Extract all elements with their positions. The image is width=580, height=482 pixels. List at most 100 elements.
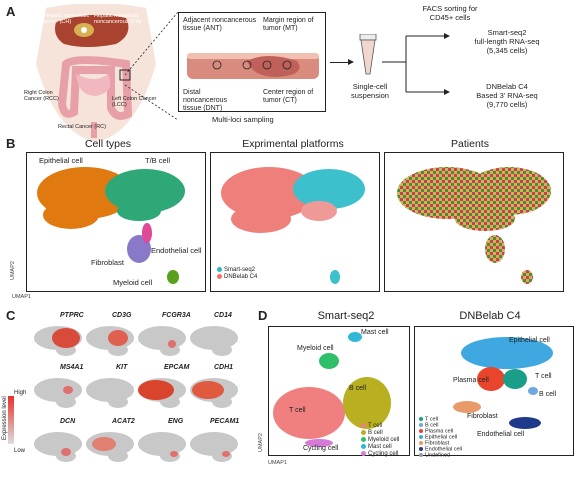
gene-label: FCGR3A — [162, 312, 191, 319]
smart-legend-item: B cell — [361, 430, 399, 437]
legend-dot — [361, 444, 366, 450]
body-label-ch: Hepatic metastatic tumor (CH) — [44, 13, 90, 25]
dnb-legend-item: Fibroblast — [419, 441, 462, 447]
panel-label-d: D — [258, 308, 268, 323]
legend-dot — [361, 451, 366, 457]
dnb-label-epithelial: Epithelial cell — [509, 337, 550, 344]
smart-desc: full-length RNA-seq — [474, 37, 540, 46]
dnb-label-b: B cell — [539, 391, 557, 398]
legend-dot — [419, 440, 423, 445]
smart-legend: T cell B cell Myeloid cell Mast cell Cyc… — [361, 423, 399, 458]
gene-umaps — [34, 326, 238, 462]
dnb-legend: T cell B cell Plasma cell Epithelial cel… — [419, 417, 462, 459]
gene-label: ACAT2 — [112, 418, 135, 425]
arrow-1 — [330, 62, 350, 63]
smart-legend-item: Mast cell — [361, 444, 399, 451]
d-umap1: UMAP1 — [268, 460, 287, 466]
expression-colorbar — [8, 396, 14, 444]
smart-legend-item: Myeloid cell — [361, 437, 399, 444]
dnb-legend-item: B cell — [419, 423, 462, 429]
smart-legend-item: Cycling cell — [361, 451, 399, 458]
dnb-legend-item: Plasma cell — [419, 429, 462, 435]
dnb-name: DNBelab C4 — [486, 82, 528, 91]
label-tb: T/B cell — [145, 156, 171, 165]
dnb-block: DNBelab C4 Based 3' RNA-seq (9,770 cells… — [452, 82, 562, 109]
b-title-platforms: Exprimental platforms — [242, 138, 344, 150]
b-title-cell-types: Cell types — [84, 138, 132, 150]
d-smart-box: Mast cell Myeloid cell T cell B cell Cyc… — [268, 326, 410, 458]
zoom-lines — [125, 11, 179, 121]
b-umap2: UMAP2 — [10, 261, 16, 280]
locus-ct: Center region of tumor (CT) — [263, 89, 314, 104]
umap-cell-types — [37, 167, 185, 284]
gene-label: CDH1 — [214, 364, 234, 371]
dnb-desc: Based 3' RNA-seq — [476, 91, 538, 100]
tube-icon — [359, 34, 377, 75]
panel-label-a: A — [6, 4, 16, 19]
dnb-legend-item: Endothelial cell — [419, 446, 462, 453]
gene-label: CD14 — [214, 312, 232, 319]
umap-smart — [273, 332, 391, 447]
umap-patients — [397, 167, 551, 284]
d-dnb-box: Epithelial cell Plasma cell T cell B cel… — [414, 326, 574, 459]
suspension-label: Single-cell suspension — [351, 82, 389, 100]
locus-mt: Margin region of tumor (MT) — [263, 17, 314, 32]
arrow-1-head — [348, 59, 354, 65]
legend-dot — [419, 428, 423, 433]
dnb-legend-item: T cell — [419, 417, 462, 423]
b-title-patients: Patients — [451, 138, 489, 150]
gene-label: DCN — [60, 418, 76, 425]
legend-dot — [419, 434, 423, 439]
locus-dnt: Distal noncancerous tissue (DNT) — [183, 89, 227, 112]
scale-low: Low — [14, 448, 26, 454]
label-epithelial: Epithelial cell — [39, 156, 83, 165]
legend-dot — [419, 452, 423, 457]
body-label-rc: Rectal Cancer (RC) — [58, 124, 106, 130]
label-fibroblast: Fibroblast — [91, 258, 124, 267]
label-myeloid: Myeloid cell — [113, 278, 153, 287]
smart-label-cycling: Cycling cell — [303, 445, 339, 452]
gene-label: KIT — [116, 364, 128, 371]
smart-label-t: T cell — [289, 407, 306, 414]
gene-label: PTPRC — [60, 312, 84, 319]
d-umap2: UMAP2 — [258, 433, 264, 452]
b-patients-box — [384, 152, 564, 292]
platform-legend-item: Smart-seq2 — [217, 267, 257, 274]
b-platforms-box: Smart-seq2 DNBelab C4 — [210, 152, 380, 292]
legend-dot — [217, 274, 222, 280]
locus-ant: Adjacent noncancerous tissue (ANT) — [183, 17, 257, 32]
dnb-label-t: T cell — [535, 373, 552, 380]
legend-dot — [361, 430, 366, 436]
scale-high: High — [14, 390, 27, 396]
platform-legend-item: DNBelab C4 — [217, 274, 257, 281]
gene-label: ENG — [168, 418, 184, 425]
facs-label: FACS sorting for CD45+ cells — [422, 4, 478, 22]
gene-label: MS4A1 — [60, 364, 84, 371]
umap-dnb — [453, 337, 553, 429]
legend-dot — [361, 423, 366, 428]
b-cell-types-box: Epithelial cell T/B cell Endothelial cel… — [26, 152, 206, 292]
legend-dot — [361, 437, 366, 443]
anatomy-illustration — [16, 3, 176, 144]
smart-label-b: B cell — [349, 385, 367, 392]
platform-legend: Smart-seq2 DNBelab C4 — [217, 267, 257, 281]
dnb-cells: (9,770 cells) — [486, 100, 528, 109]
gene-label: CD3G — [112, 312, 132, 319]
smart-label-myeloid: Myeloid cell — [297, 345, 334, 352]
scale-title: Expression level — [2, 396, 8, 440]
loci-caption: Multi-loci sampling — [212, 115, 274, 124]
panel-label-c: C — [6, 308, 16, 323]
gene-label: PECAM1 — [210, 418, 240, 425]
legend-dot — [217, 267, 222, 272]
loci-box: Adjacent noncancerous tissue (ANT) Margi… — [178, 12, 326, 112]
dnb-legend-item: Undefined — [419, 452, 462, 459]
b-umap1: UMAP1 — [12, 294, 31, 300]
legend-dot — [419, 417, 423, 421]
d-title-smart: Smart-seq2 — [317, 310, 375, 322]
smart-block: Smart-seq2 full-length RNA-seq (5,345 ce… — [452, 28, 562, 55]
panel-label-b: B — [6, 136, 16, 151]
body-label-rcc: Right Colon Cancer (RCC) — [24, 90, 59, 102]
legend-dot — [419, 446, 423, 451]
smart-cells: (5,345 cells) — [486, 46, 528, 55]
label-endothelial: Endothelial cell — [151, 246, 202, 255]
